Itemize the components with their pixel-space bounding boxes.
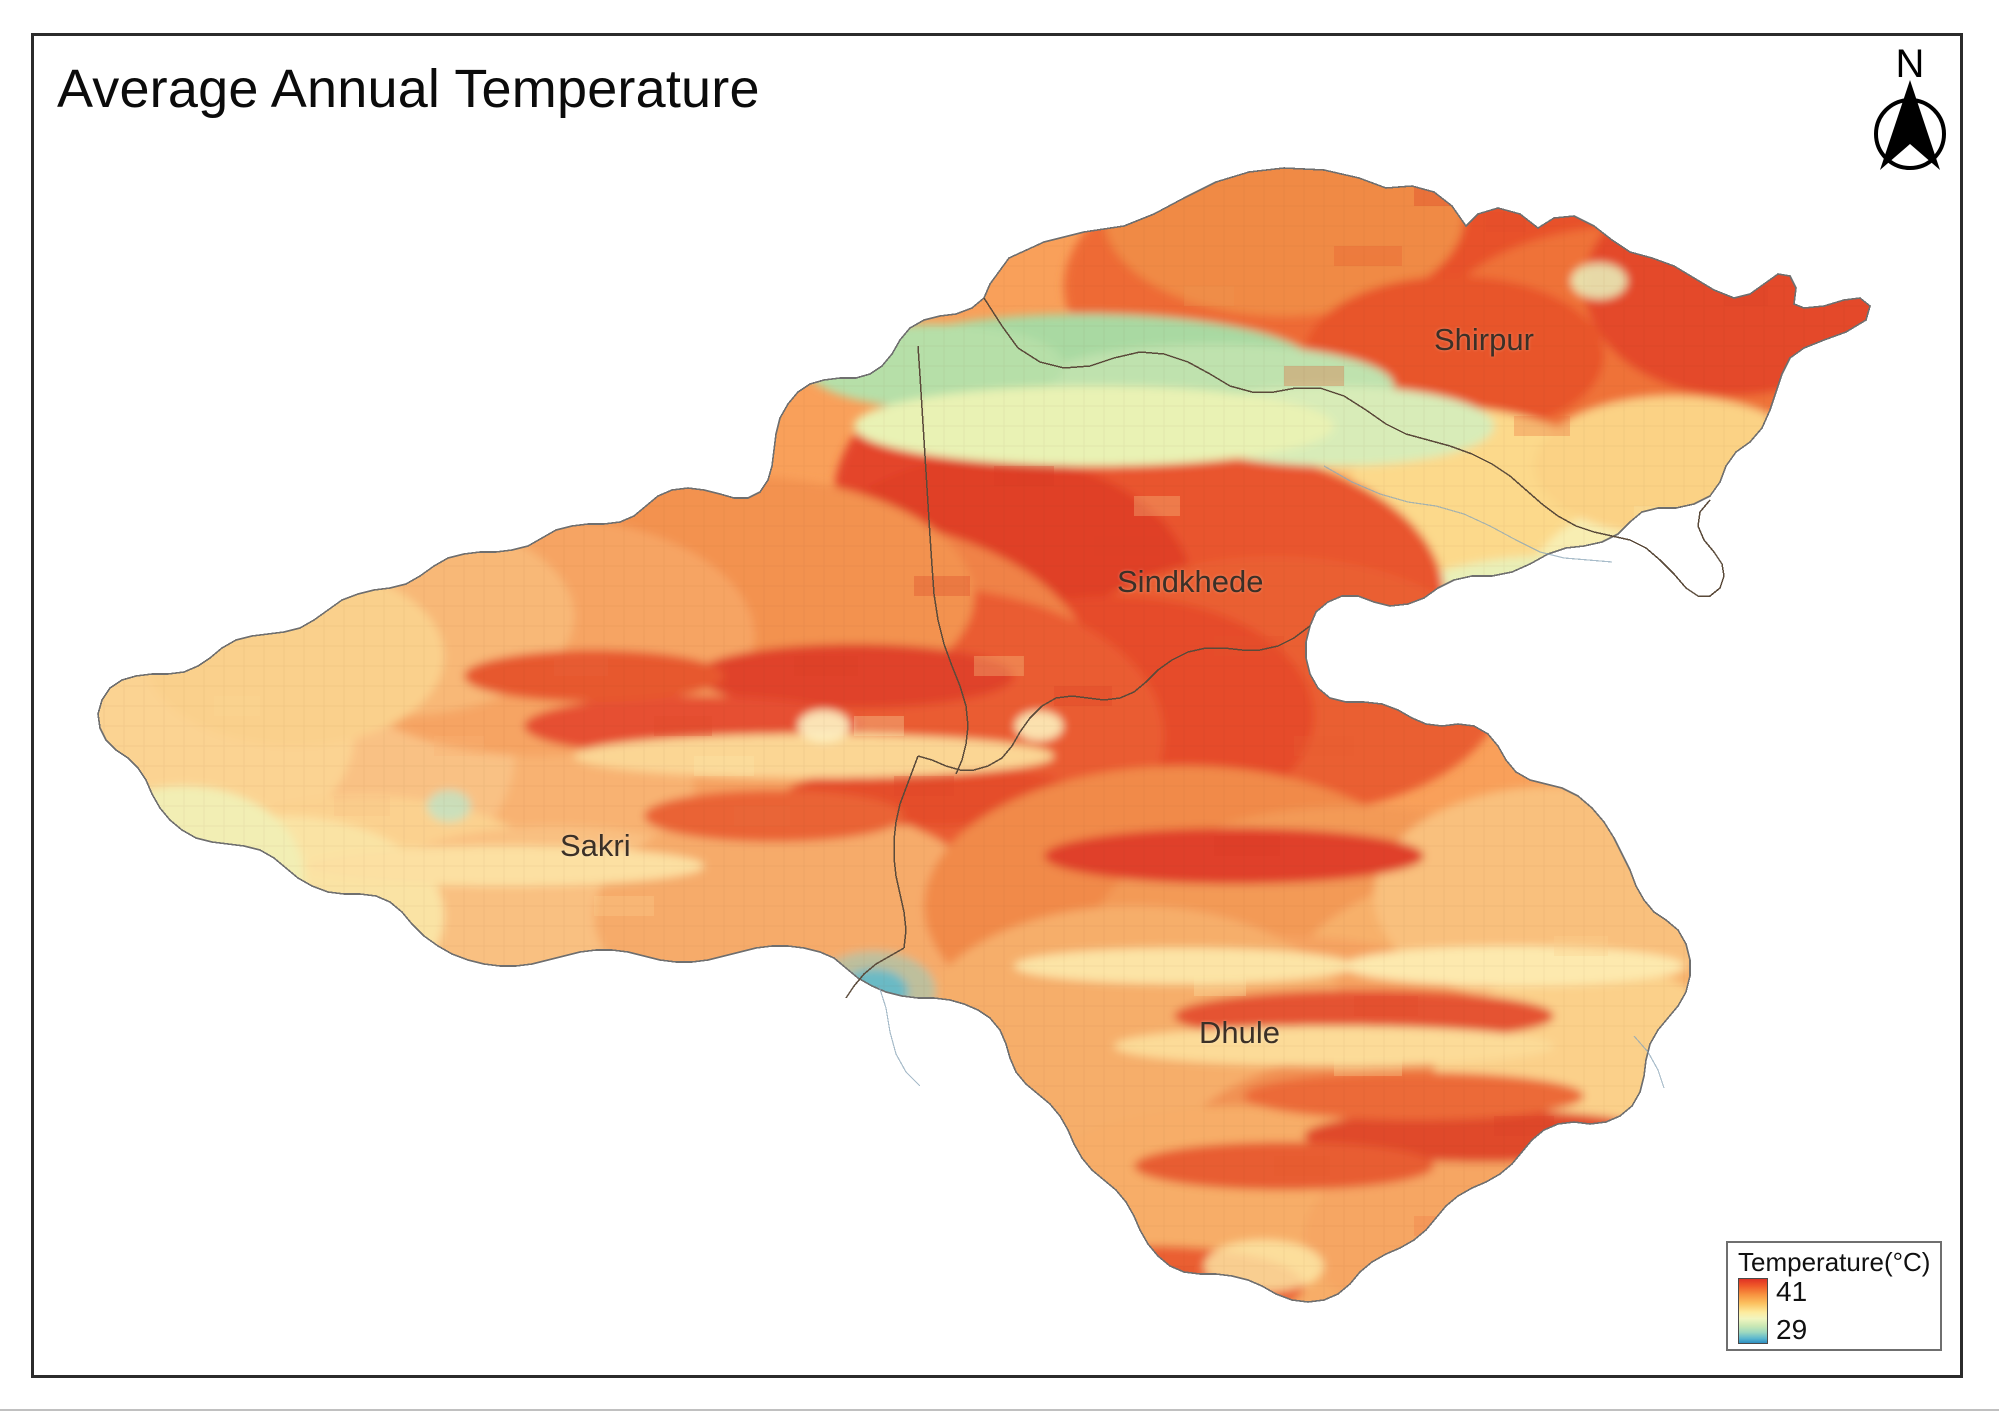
page-title: Average Annual Temperature [57, 59, 760, 119]
place-label-shirpur: Shirpur [1434, 322, 1534, 357]
place-label-dhule: Dhule [1199, 1015, 1280, 1050]
north-arrow-label: N [1895, 42, 1925, 86]
legend-color-ramp [1738, 1278, 1768, 1345]
legend-max-value: 41 [1776, 1276, 1808, 1308]
place-label-sindkhede: Sindkhede [1117, 564, 1264, 599]
legend-panel[interactable]: Temperature(°C) 41 29 [1726, 1241, 1942, 1351]
district-boundary [97, 167, 1871, 1303]
temperature-raster-layer [34, 36, 1960, 1375]
legend-title: Temperature(°C) [1738, 1247, 1931, 1277]
bottom-edge-line [0, 1409, 1999, 1411]
place-label-sakri: Sakri [560, 828, 631, 863]
map-canvas[interactable]: Shirpur Sindkhede Sakri Dhule [34, 36, 1960, 1375]
river-lines [878, 465, 1665, 1089]
taluka-boundaries [845, 297, 1725, 999]
legend-min-value: 29 [1776, 1314, 1808, 1346]
north-arrow-icon: N [1852, 42, 1968, 174]
